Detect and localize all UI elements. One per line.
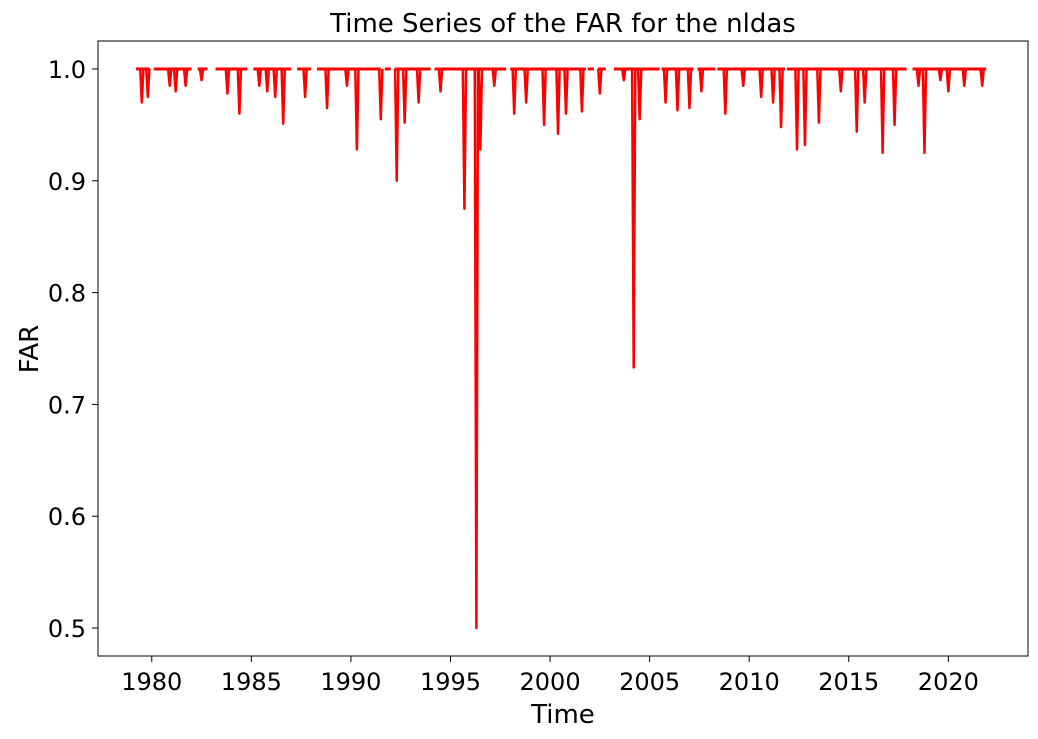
series-dip [698, 68, 705, 93]
series-dip [511, 68, 518, 115]
series-dip [324, 68, 330, 110]
series-dip [686, 68, 693, 110]
series-dip [166, 68, 173, 87]
series-dip [144, 68, 151, 99]
series-dip [541, 68, 547, 127]
series-dip [401, 68, 408, 124]
series-dip [961, 68, 968, 87]
x-tick-label: 2010 [719, 668, 780, 696]
series-dip [393, 68, 400, 183]
series-dip [596, 68, 603, 95]
series-dip [945, 68, 952, 93]
series-dip [236, 68, 243, 115]
series-dip [264, 68, 271, 93]
series-dip [344, 68, 350, 87]
y-tick-label: 1.0 [48, 56, 86, 84]
series-dip [473, 68, 480, 630]
series-dip [879, 68, 886, 155]
series-dip [477, 68, 484, 151]
series-dip [523, 68, 530, 104]
y-tick-label: 0.8 [48, 280, 86, 308]
x-tick-label: 1985 [221, 668, 282, 696]
x-tick-label: 2015 [818, 668, 879, 696]
series-dip [461, 68, 468, 210]
series-dip [415, 68, 422, 104]
series-dip [778, 68, 784, 129]
plot-frame [97, 40, 1029, 657]
series-dip [555, 68, 561, 136]
series-dip [674, 68, 681, 112]
series-dip [272, 68, 279, 99]
series-dip [837, 68, 844, 93]
series-dip [138, 68, 145, 104]
series-dip [620, 68, 627, 82]
x-tick-label: 2000 [520, 668, 581, 696]
y-tick-label: 0.5 [48, 615, 86, 643]
series-dip [354, 68, 360, 151]
series-dip [491, 68, 498, 87]
series-dip [770, 68, 776, 104]
y-tick-label: 0.7 [48, 391, 86, 419]
series-dip [579, 68, 585, 113]
y-axis-title: FAR [15, 325, 45, 373]
series-dip [280, 68, 287, 125]
chart-title: Time Series of the FAR for the nldas [329, 9, 796, 39]
x-axis: 1980 1985 1990 1995 2000 2005 2010 2015 2020 [121, 656, 979, 696]
y-axis: 0.5 0.6 0.7 0.8 0.9 1.0 [48, 56, 98, 643]
series-dip [224, 68, 231, 95]
x-tick-label: 1980 [121, 668, 182, 696]
series-dip [891, 68, 898, 127]
series-dip [853, 68, 860, 133]
series-dip [172, 68, 179, 93]
series-dip [377, 68, 384, 121]
y-tick-label: 0.6 [48, 503, 86, 531]
x-tick-label: 2020 [918, 668, 979, 696]
series-dip [437, 68, 444, 93]
series-dip [182, 68, 189, 87]
x-axis-title: Time [530, 700, 595, 730]
series-line [135, 67, 987, 630]
x-tick-label: 2005 [619, 668, 680, 696]
plot-area [97, 40, 1029, 657]
series-dip [630, 68, 637, 369]
series-dip [794, 68, 800, 151]
series-dip [198, 68, 205, 82]
series-dip [740, 68, 747, 87]
series-dip [636, 68, 643, 121]
x-tick-label: 1990 [320, 668, 381, 696]
series-dip [256, 68, 263, 87]
series-dip [816, 68, 822, 124]
series-dip [563, 68, 569, 115]
series-dip [937, 68, 944, 82]
series-dip [302, 68, 308, 99]
series-dip [722, 68, 729, 115]
series-dip [979, 68, 986, 87]
series-dip [921, 68, 928, 155]
y-tick-label: 0.9 [48, 168, 86, 196]
series-dip [915, 68, 922, 87]
series-dip [802, 68, 808, 147]
series-layer [135, 67, 987, 630]
series-dip [662, 68, 669, 104]
series-dip [861, 68, 868, 104]
x-tick-label: 1995 [420, 668, 481, 696]
series-dip [758, 68, 764, 99]
